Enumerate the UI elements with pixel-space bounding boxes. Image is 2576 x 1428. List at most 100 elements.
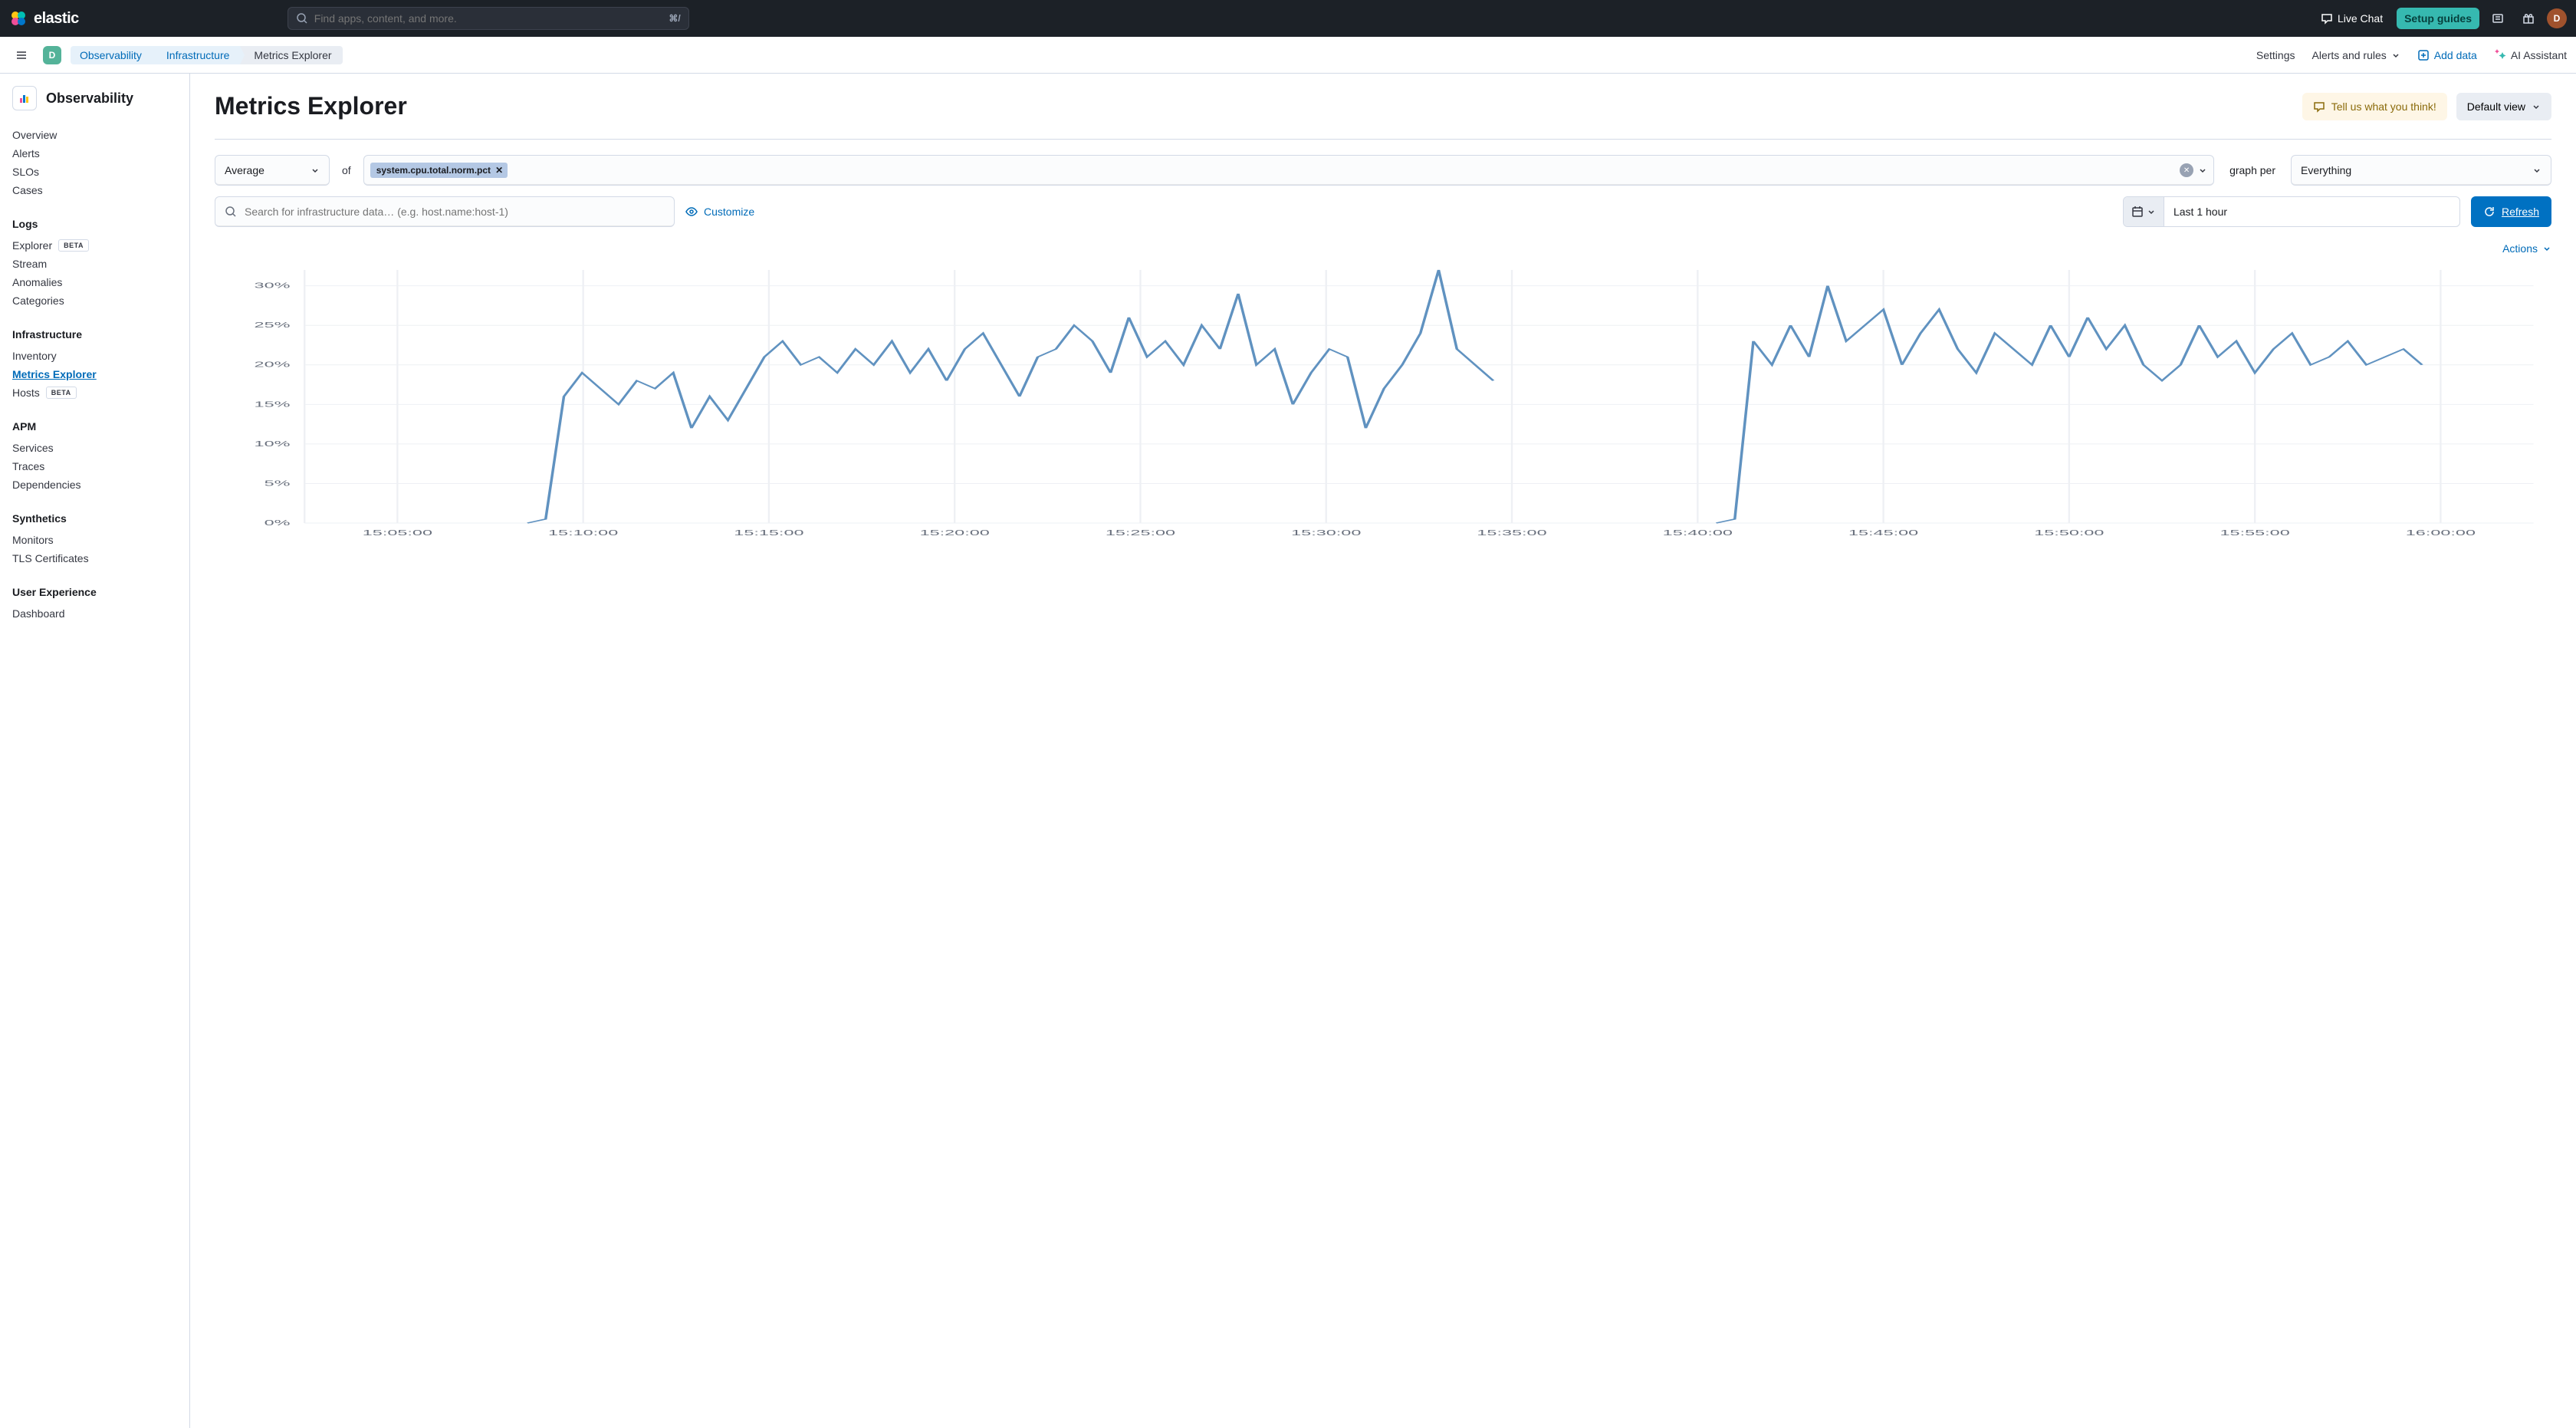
default-view-button[interactable]: Default view — [2456, 93, 2551, 120]
chevron-down-icon — [2147, 207, 2156, 216]
sidebar-item[interactable]: ExplorerBETA — [12, 236, 177, 255]
svg-text:15:05:00: 15:05:00 — [363, 528, 432, 537]
metric-combobox[interactable]: system.cpu.total.norm.pct ✕ ✕ — [363, 155, 2214, 186]
date-range-text[interactable]: Last 1 hour — [2164, 197, 2459, 226]
svg-text:16:00:00: 16:00:00 — [2406, 528, 2476, 537]
sidebar-item[interactable]: TLS Certificates — [12, 549, 177, 568]
svg-text:15:45:00: 15:45:00 — [1848, 528, 1918, 537]
sidebar-item[interactable]: Dependencies — [12, 475, 177, 494]
date-quick-button[interactable] — [2124, 197, 2164, 226]
sidebar-item[interactable]: Dashboard — [12, 604, 177, 623]
gift-icon — [2522, 12, 2535, 25]
sidebar-item[interactable]: Cases — [12, 181, 177, 199]
observability-logo-icon — [12, 86, 37, 110]
chevron-down-icon — [2532, 166, 2542, 175]
synth-heading: Synthetics — [12, 512, 177, 525]
sidebar-item[interactable]: HostsBETA — [12, 383, 177, 402]
svg-text:15:10:00: 15:10:00 — [548, 528, 618, 537]
sidebar-item[interactable]: Inventory — [12, 347, 177, 365]
sidebar-item[interactable]: Alerts — [12, 144, 177, 163]
refresh-button[interactable]: Refresh — [2471, 196, 2551, 227]
customize-link[interactable]: Customize — [685, 206, 754, 218]
global-search-input[interactable] — [314, 12, 663, 25]
add-data-link[interactable]: Add data — [2417, 49, 2477, 61]
chevron-down-icon — [2198, 166, 2207, 175]
svg-text:15:15:00: 15:15:00 — [734, 528, 803, 537]
aggregation-select[interactable]: Average — [215, 155, 330, 186]
chevron-down-icon — [2532, 102, 2541, 111]
svg-text:5%: 5% — [264, 479, 291, 488]
search-icon — [296, 12, 308, 25]
elastic-logo-icon — [9, 9, 28, 28]
sidebar-item[interactable]: Anomalies — [12, 273, 177, 291]
remove-metric-icon[interactable]: ✕ — [495, 165, 503, 176]
graph-per-label: graph per — [2226, 164, 2279, 176]
ux-heading: User Experience — [12, 586, 177, 598]
nav-toggle-button[interactable] — [9, 43, 34, 67]
live-chat-button[interactable]: Live Chat — [2313, 8, 2390, 29]
feedback-button[interactable]: Tell us what you think! — [2302, 93, 2447, 120]
news-icon-button[interactable] — [2486, 6, 2510, 31]
filter-search[interactable] — [215, 196, 675, 227]
svg-text:15:55:00: 15:55:00 — [2220, 528, 2290, 537]
svg-text:15:30:00: 15:30:00 — [1291, 528, 1361, 537]
clear-metrics-button[interactable]: ✕ — [2180, 163, 2193, 177]
beta-badge: BETA — [46, 387, 77, 399]
search-icon — [225, 206, 237, 218]
sidebar-item[interactable]: Metrics Explorer — [12, 365, 177, 383]
app-header: D Observability Infrastructure Metrics E… — [0, 37, 2576, 74]
sidebar-title: Observability — [46, 90, 133, 107]
crumb-infrastructure[interactable]: Infrastructure — [153, 46, 240, 64]
sidebar-item[interactable]: SLOs — [12, 163, 177, 181]
sidebar-item[interactable]: Services — [12, 439, 177, 457]
page-title: Metrics Explorer — [215, 92, 407, 120]
svg-text:15:25:00: 15:25:00 — [1106, 528, 1175, 537]
plus-data-icon — [2417, 49, 2430, 61]
comment-icon — [2313, 100, 2325, 113]
search-shortcut: ⌘/ — [669, 13, 680, 24]
sidebar-item[interactable]: Monitors — [12, 531, 177, 549]
svg-text:15:50:00: 15:50:00 — [2034, 528, 2104, 537]
logs-heading: Logs — [12, 218, 177, 230]
gift-icon-button[interactable] — [2516, 6, 2541, 31]
apm-heading: APM — [12, 420, 177, 433]
setup-guides-button[interactable]: Setup guides — [2397, 8, 2479, 29]
menu-icon — [15, 49, 28, 61]
sidebar-item[interactable]: Traces — [12, 457, 177, 475]
chevron-down-icon — [310, 166, 320, 175]
actions-dropdown[interactable]: Actions — [2502, 242, 2551, 255]
user-avatar[interactable]: D — [2547, 8, 2567, 28]
svg-text:15:40:00: 15:40:00 — [1663, 528, 1733, 537]
crumb-metrics-explorer: Metrics Explorer — [240, 46, 342, 64]
sparkle-icon — [2494, 48, 2506, 62]
sidebar-item[interactable]: Overview — [12, 126, 177, 144]
global-search[interactable]: ⌘/ — [288, 7, 689, 30]
calendar-icon — [2131, 206, 2144, 218]
global-header: elastic ⌘/ Live Chat Setup guides D — [0, 0, 2576, 37]
of-label: of — [342, 164, 351, 176]
alerts-rules-link[interactable]: Alerts and rules — [2312, 49, 2400, 61]
refresh-icon — [2483, 206, 2496, 218]
filter-search-input[interactable] — [245, 206, 665, 218]
svg-text:15%: 15% — [255, 400, 291, 408]
chat-icon — [2321, 12, 2333, 25]
space-badge[interactable]: D — [43, 46, 61, 64]
logo[interactable]: elastic — [9, 9, 79, 28]
ai-assistant-link[interactable]: AI Assistant — [2494, 48, 2567, 62]
metrics-chart: 0%5%10%15%20%25%30%15:05:0015:10:0015:15… — [215, 262, 2551, 554]
svg-text:15:20:00: 15:20:00 — [920, 528, 990, 537]
svg-text:0%: 0% — [264, 518, 291, 527]
infra-heading: Infrastructure — [12, 328, 177, 341]
crumb-observability[interactable]: Observability — [71, 46, 153, 64]
group-by-select[interactable]: Everything — [2291, 155, 2551, 186]
sidebar-item[interactable]: Categories — [12, 291, 177, 310]
beta-badge: BETA — [58, 239, 89, 252]
chevron-down-icon — [2391, 51, 2400, 60]
settings-link[interactable]: Settings — [2256, 49, 2295, 61]
sidebar-item[interactable]: Stream — [12, 255, 177, 273]
sidebar: Observability OverviewAlertsSLOsCases Lo… — [0, 74, 190, 1428]
date-picker: Last 1 hour — [2123, 196, 2460, 227]
metric-pill: system.cpu.total.norm.pct ✕ — [370, 163, 508, 178]
chevron-down-icon — [2542, 244, 2551, 253]
breadcrumbs: Observability Infrastructure Metrics Exp… — [71, 46, 343, 64]
